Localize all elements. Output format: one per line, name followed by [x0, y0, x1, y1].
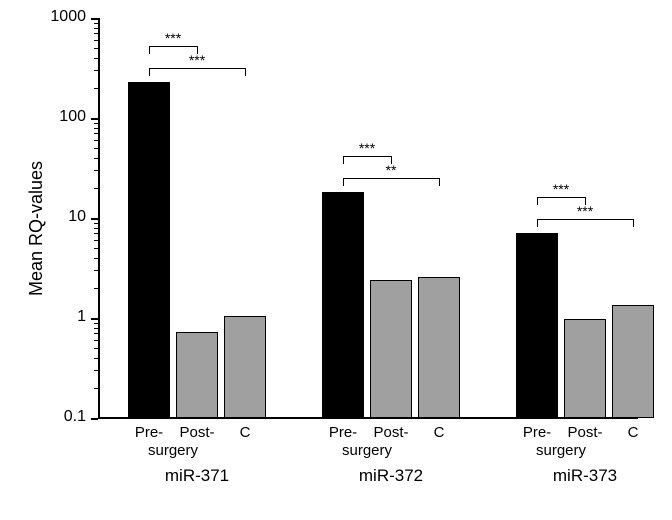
- bar-pre: [322, 192, 364, 418]
- sig-label: ***: [179, 52, 215, 68]
- bar-c: [612, 305, 654, 418]
- bar-label-surgery: surgery: [124, 442, 222, 459]
- y-minor-tick: [94, 170, 98, 171]
- bar-c: [418, 277, 460, 418]
- y-minor-tick: [94, 228, 98, 229]
- y-minor-tick: [94, 233, 98, 234]
- y-minor-tick: [94, 148, 98, 149]
- y-minor-tick: [94, 240, 98, 241]
- y-axis: [98, 18, 100, 418]
- y-minor-tick: [94, 248, 98, 249]
- y-tick-label: 1000: [26, 8, 86, 26]
- bar-pre: [516, 233, 558, 418]
- y-minor-tick: [94, 328, 98, 329]
- bar-post: [564, 319, 606, 418]
- bar-label-c: C: [604, 424, 662, 441]
- y-tick: [91, 418, 98, 420]
- y-minor-tick: [94, 33, 98, 34]
- sig-label: ***: [543, 181, 579, 197]
- bar-label-surgery: surgery: [318, 442, 416, 459]
- group-title: miR-371: [128, 466, 266, 486]
- y-minor-tick: [94, 128, 98, 129]
- bar-label-c: C: [410, 424, 468, 441]
- y-tick: [91, 218, 98, 220]
- bar-post: [370, 280, 412, 418]
- y-minor-tick: [94, 223, 98, 224]
- bar-pre: [128, 82, 170, 418]
- y-minor-tick: [94, 388, 98, 389]
- bar-label-c: C: [216, 424, 274, 441]
- y-minor-tick: [94, 323, 98, 324]
- y-tick-label: 0.1: [26, 408, 86, 426]
- y-minor-tick: [94, 340, 98, 341]
- chart-plot: 0.11101001000Mean RQ-valuesPre-Post-Csur…: [98, 18, 638, 418]
- bar-c: [224, 316, 266, 418]
- y-minor-tick: [94, 40, 98, 41]
- y-tick-label: 1: [26, 308, 86, 326]
- y-minor-tick: [94, 140, 98, 141]
- y-tick-label: 100: [26, 108, 86, 126]
- y-tick: [91, 118, 98, 120]
- group-title: miR-372: [322, 466, 460, 486]
- y-minor-tick: [94, 48, 98, 49]
- y-minor-tick: [94, 358, 98, 359]
- sig-label: **: [373, 162, 409, 178]
- y-minor-tick: [94, 58, 98, 59]
- y-tick: [91, 18, 98, 20]
- sig-label: ***: [567, 203, 603, 219]
- sig-label: ***: [349, 140, 385, 156]
- y-tick: [91, 318, 98, 320]
- y-axis-title: Mean RQ-values: [26, 161, 47, 296]
- y-minor-tick: [94, 88, 98, 89]
- y-minor-tick: [94, 188, 98, 189]
- y-minor-tick: [94, 28, 98, 29]
- sig-label: ***: [155, 30, 191, 46]
- y-minor-tick: [94, 158, 98, 159]
- y-minor-tick: [94, 23, 98, 24]
- y-minor-tick: [94, 333, 98, 334]
- y-minor-tick: [94, 133, 98, 134]
- group-title: miR-373: [516, 466, 654, 486]
- y-minor-tick: [94, 270, 98, 271]
- y-minor-tick: [94, 370, 98, 371]
- y-minor-tick: [94, 288, 98, 289]
- y-minor-tick: [94, 348, 98, 349]
- y-minor-tick: [94, 258, 98, 259]
- y-minor-tick: [94, 123, 98, 124]
- bar-post: [176, 332, 218, 418]
- bar-label-surgery: surgery: [512, 442, 610, 459]
- y-minor-tick: [94, 70, 98, 71]
